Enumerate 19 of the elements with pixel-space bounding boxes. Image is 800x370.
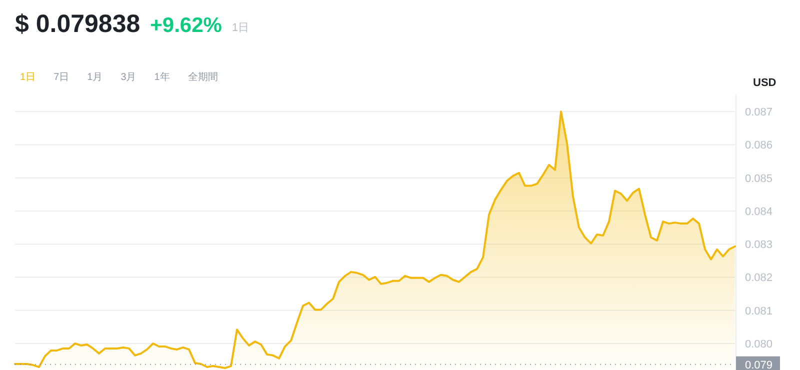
y-tick-label: 0.087 bbox=[745, 106, 773, 119]
text: 1年 bbox=[154, 71, 170, 83]
y-tick-label: 0.080 bbox=[745, 338, 773, 350]
y-tick-label: 0.084 bbox=[745, 206, 773, 218]
y-tick-label: 0.081 bbox=[745, 305, 773, 318]
text: 1月 bbox=[87, 72, 103, 83]
ref-line-label: 0.079 bbox=[745, 359, 773, 370]
text: 1日 bbox=[232, 22, 250, 34]
y-axis-title: USD bbox=[753, 77, 776, 89]
y-tick-label: 0.085 bbox=[745, 172, 773, 185]
text: 全期間 bbox=[188, 71, 218, 83]
y-tick-label: 0.082 bbox=[745, 272, 773, 284]
y-tick-label: 0.086 bbox=[745, 140, 773, 152]
text: 1日 bbox=[20, 72, 36, 83]
y-tick-label: 0.083 bbox=[745, 239, 773, 252]
chart-subtitle: +9.62% bbox=[150, 14, 222, 37]
text: 3月 bbox=[120, 72, 136, 83]
text: 7日 bbox=[54, 72, 70, 83]
chart-title: $ 0.079838 bbox=[15, 10, 140, 38]
